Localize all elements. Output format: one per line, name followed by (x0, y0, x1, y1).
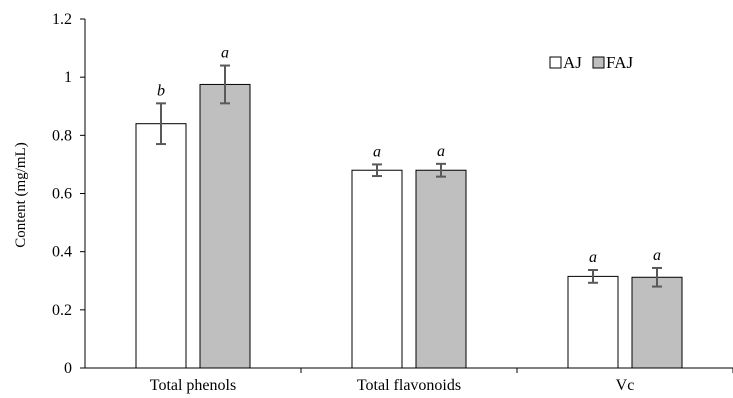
legend-swatch-aj (549, 56, 562, 69)
significance-label: a (221, 45, 229, 62)
x-tick-label: Vc (616, 377, 635, 394)
y-tick-label: 0.6 (52, 186, 72, 203)
x-tick-label: Total phenols (150, 377, 236, 394)
legend-label-faj: FAJ (606, 53, 633, 72)
y-tick-label: 0.8 (52, 127, 72, 144)
y-tick-label: 0 (64, 360, 72, 377)
significance-label: a (653, 247, 661, 264)
significance-label: a (437, 143, 445, 160)
legend-swatch-faj (592, 56, 605, 69)
bar-faj (631, 276, 683, 369)
error-bars (156, 64, 662, 288)
significance-label: b (157, 82, 165, 99)
significance-label: a (589, 249, 597, 266)
bar-aj (351, 169, 403, 369)
y-tick-label: 0.2 (52, 302, 72, 319)
x-axis-categories: Total phenols Total flavonoids Vc (150, 368, 733, 394)
bar-aj (135, 123, 187, 369)
legend-label-aj: AJ (563, 53, 582, 72)
legend: AJ FAJ (549, 53, 633, 72)
significance-label: a (373, 143, 381, 160)
bar-faj (415, 169, 467, 369)
bar-faj (199, 83, 251, 369)
y-axis-ticks: 0 0.2 0.4 0.6 0.8 1 1.2 (52, 11, 85, 377)
x-tick-label: Total flavonoids (357, 377, 461, 394)
y-axis-title: Content (mg/mL) (13, 142, 29, 247)
y-tick-label: 0.4 (52, 244, 72, 261)
y-tick-label: 1 (64, 69, 72, 86)
significance-labels: b a a a a a (157, 45, 661, 266)
bar-aj (567, 275, 619, 369)
bars (135, 83, 683, 369)
y-tick-label: 1.2 (52, 11, 72, 28)
